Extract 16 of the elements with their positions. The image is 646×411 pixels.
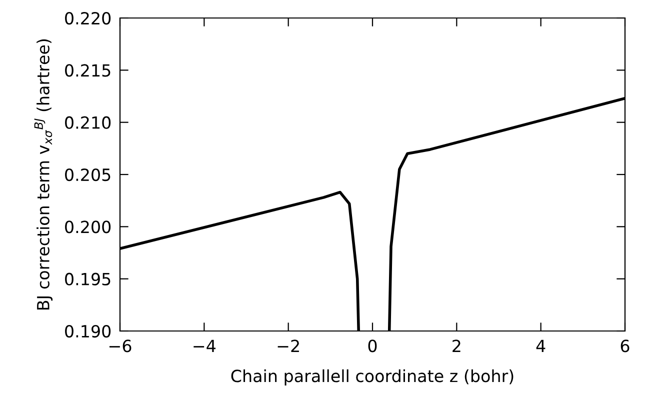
x-tick-label: 2 [452,340,460,352]
y-tick-label: 0.190 [65,324,111,338]
x-axis-title: Chain parallell coordinate z (bohr) [231,369,514,386]
x-tick-label: −2 [278,340,299,352]
y-tick-label: 0.210 [65,116,111,129]
x-tick-label: 6 [620,340,630,352]
y-tick-label: 0.220 [65,12,111,25]
x-tick-label: 4 [536,340,546,352]
x-tick-label: −6 [109,340,132,352]
x-tick-label: −4 [194,340,216,352]
x-tick-label: 0 [368,340,377,352]
y-tick-label: 0.215 [65,64,110,77]
y-tick-label: 0.200 [65,220,111,234]
y-tick-label: 0.195 [65,272,110,286]
y-axis-title: BJ correction term v$_{xσ}$$^{BJ}$ (hartree) [34,39,53,310]
y-tick-label: 0.205 [65,168,110,182]
